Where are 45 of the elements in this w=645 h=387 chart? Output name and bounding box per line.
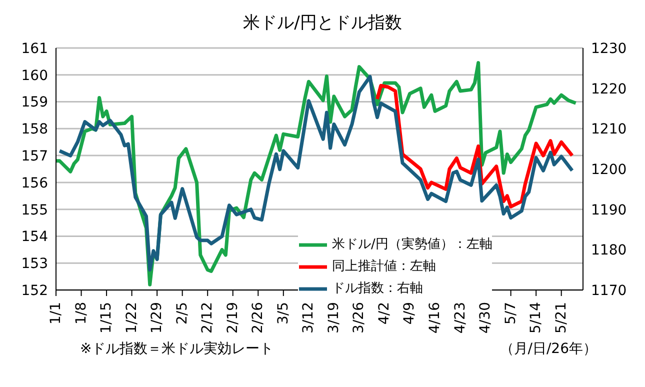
chart-title: 米ドル/円とドル指数 [242,12,403,35]
x-tick-label: 1/15 [98,302,115,334]
y2-tick-label: 1190 [591,202,627,218]
legend-label: ドル指数：右軸 [332,280,423,298]
x-tick-label: 1/1 [48,302,64,325]
x-tick-label: 1/29 [149,302,166,334]
y2-tick-label: 1220 [591,81,627,98]
x-tick-label: 5/21 [553,302,570,334]
x-tick-label: 2/5 [174,302,190,325]
y-tick-label: 159 [21,94,48,111]
y-tick-label: 161 [21,40,48,57]
x-tick-label: 3/12 [300,302,317,334]
x-tick-label: 5/7 [502,302,519,325]
x-tick-label: 4/2 [376,302,392,325]
y-tick-label: 155 [21,202,48,218]
y2-tick-label: 1210 [591,122,627,138]
y-tick-label: 152 [21,282,48,299]
x-tick-label: 3/5 [275,302,292,325]
y2-tick-label: 1170 [591,282,627,299]
y-tick-label: 157 [21,148,48,165]
y2-tick-label: 1180 [591,242,627,259]
text: （月/日/26年） [500,340,597,358]
legend-label: 同上推計値：左軸 [332,258,436,276]
x-tick-label: 5/14 [528,302,544,334]
x-tick-label: 2/26 [250,302,266,334]
text: ※ドル指数＝米ドル実効レート [80,340,274,358]
y2-tick-label: 1200 [591,162,627,178]
x-tick-label: 4/9 [402,302,418,325]
y-tick-label: 160 [21,68,48,84]
x-tick-label: 3/26 [351,302,368,334]
x-tick-label: 1/22 [124,302,140,334]
x-tick-label: 4/16 [427,302,444,334]
y-tick-label: 158 [21,122,48,138]
x-tick-label: 1/8 [73,302,90,325]
y-tick-label: 154 [21,229,48,246]
x-tick-label: 4/30 [478,302,494,334]
y-tick-label: 153 [21,256,48,272]
x-tick-label: 2/12 [200,302,216,334]
x-tick-label: 2/19 [224,302,241,334]
y2-tick-label: 1230 [591,40,627,57]
y-tick-label: 156 [21,175,48,192]
x-tick-label: 4/23 [452,302,468,334]
x-tick-label: 3/19 [326,302,342,334]
line-series [376,84,574,208]
legend-label: 米ドル/円（実勢値）：左軸 [332,236,492,254]
